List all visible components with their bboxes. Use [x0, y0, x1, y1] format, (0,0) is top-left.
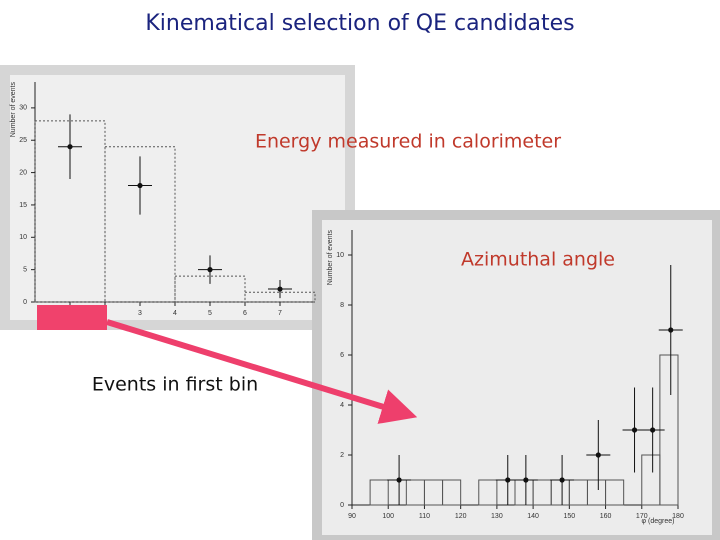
hist-bar [478, 479, 498, 506]
x-tick-label: 100 [382, 513, 394, 520]
y-tick-label: 8 [340, 302, 344, 309]
annotation: Events in first bin [92, 374, 258, 396]
y-axis-label: Number of events [327, 230, 334, 286]
y-tick-label: 0 [340, 502, 344, 509]
hist-bar [104, 146, 176, 303]
x-tick-label: 140 [527, 513, 539, 520]
plot-bg [10, 75, 345, 320]
x-tick-label: 180 [672, 513, 684, 520]
x-tick-label: 6 [243, 310, 247, 317]
y-tick-label: 30 [19, 105, 27, 112]
x-tick-label: 5 [208, 310, 212, 317]
y-tick-label: 10 [19, 234, 27, 241]
hist-bar [369, 479, 389, 506]
point [631, 427, 638, 433]
y-tick-label: 10 [336, 252, 344, 259]
x-tick-label: 4 [173, 310, 177, 317]
point [207, 267, 213, 273]
point [595, 452, 601, 458]
chart-title: Azimuthal angle [461, 249, 615, 271]
slide-title: Kinematical selection of QE candidates [145, 11, 574, 36]
y-tick-label: 0 [23, 299, 27, 306]
arrow [106, 319, 418, 424]
x-tick-label: 90 [348, 513, 356, 520]
y-tick-label: 25 [19, 137, 27, 144]
point [523, 477, 529, 483]
highlight-box [37, 305, 107, 330]
x-tick-label: 7 [278, 310, 282, 317]
chart-title: Energy measured in calorimeter [255, 131, 561, 153]
x-tick-label: 3 [138, 310, 142, 317]
hist-bar [442, 479, 462, 506]
x-tick-label: 130 [491, 513, 503, 520]
point [668, 327, 674, 333]
hist-bar [605, 479, 625, 506]
plot-bg [322, 220, 712, 535]
point [559, 477, 565, 483]
y-tick-label: 5 [23, 266, 27, 273]
point [137, 182, 143, 189]
point [396, 477, 402, 483]
point [277, 286, 283, 292]
point [505, 477, 511, 483]
y-tick-label: 15 [19, 202, 27, 209]
point [67, 144, 73, 150]
y-tick-label: 2 [340, 452, 344, 459]
point [650, 427, 656, 433]
y-tick-label: 20 [19, 169, 27, 176]
y-axis-label: Number of events [10, 82, 17, 138]
x-tick-label: 110 [419, 513, 430, 520]
x-tick-label: 150 [563, 513, 575, 520]
x-tick-label: 170 [636, 513, 648, 520]
x-tick-label: 160 [600, 513, 612, 520]
x-tick-label: 120 [455, 513, 467, 520]
x-axis-label: φ (degree) [642, 518, 675, 525]
y-tick-label: 4 [340, 402, 344, 409]
y-tick-label: 6 [340, 352, 344, 359]
